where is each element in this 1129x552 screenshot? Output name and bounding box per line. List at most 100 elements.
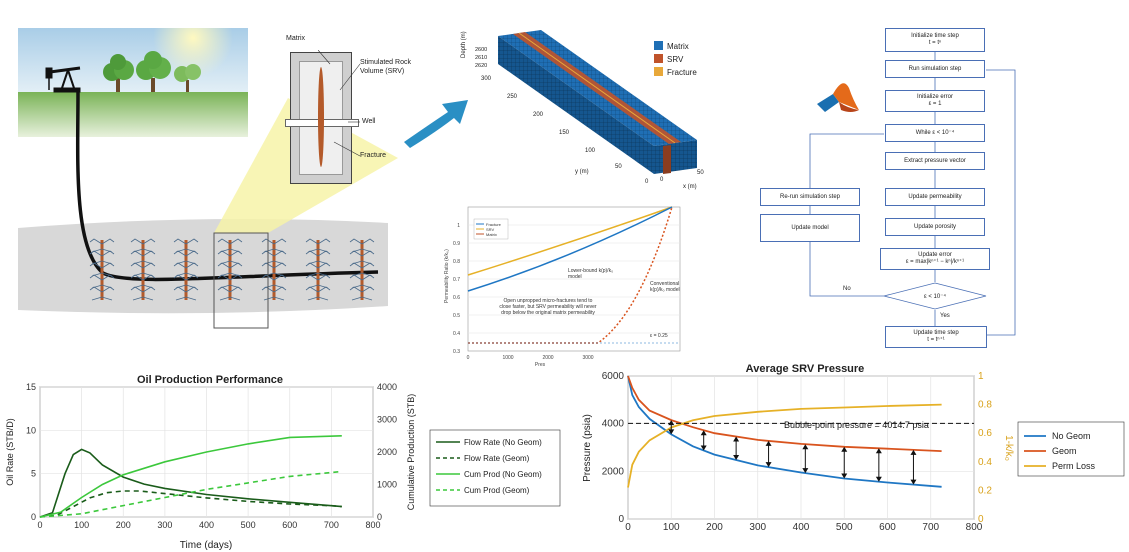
z-tick: 2600	[475, 47, 487, 53]
y2-axis-label: Cumulative Production (STB)	[406, 394, 416, 511]
flow-update-time: Update time step t = tⁿ⁺¹	[885, 326, 987, 348]
srv-legend: No Geom Geom Perm Loss	[1017, 421, 1125, 477]
svg-text:0.5: 0.5	[453, 313, 460, 319]
grid3d-panel: Depth (m) 2600 2610 2620 300 250 200 150…	[455, 18, 715, 198]
svg-text:0.7: 0.7	[453, 277, 460, 283]
x-tick-label: 200	[116, 520, 131, 530]
x-tick: 0	[660, 177, 664, 183]
oil-legend: Flow Rate (No Geom) Flow Rate (Geom) Cum…	[429, 429, 561, 507]
fracture-tree	[305, 238, 331, 301]
fracture-line	[518, 32, 676, 144]
pumpjack-icon	[45, 66, 81, 93]
x-tick-label: 600	[879, 522, 896, 533]
srv-curve	[467, 206, 673, 276]
series-line	[39, 448, 342, 518]
x-tick-label: 600	[282, 520, 297, 530]
svg-text:3000: 3000	[582, 355, 593, 361]
legend-item-fracture: Fracture	[654, 66, 697, 79]
legend-geom: Geom	[1052, 446, 1077, 456]
x-tick-label: 500	[836, 522, 853, 533]
callout-srv: Stimulated Rock Volume (SRV)	[360, 59, 411, 75]
legend-item-srv: SRV	[654, 53, 697, 66]
y-tick-label: 2000	[602, 466, 625, 477]
x-tick-label: 200	[706, 522, 723, 533]
y-axis-label: y (m)	[575, 169, 589, 175]
srv-pressure-chart: Average SRV Pressure 0 100 200 300 400 500 600…	[582, 363, 1125, 533]
legend-item-matrix: Matrix	[654, 40, 697, 53]
oil-production-chart: Oil Production Performance 0 100 200 300 400…	[5, 374, 561, 551]
y2-tick-label: 0	[978, 514, 984, 525]
flow-yes-label: Yes	[940, 313, 950, 319]
svg-text:Fracture: Fracture	[486, 222, 502, 227]
svg-text:0.6: 0.6	[453, 295, 460, 301]
x-tick-label: 300	[157, 520, 172, 530]
flow-rerun: Re-run simulation step	[760, 188, 860, 206]
y-tick: 50	[615, 164, 622, 170]
svg-text:ε < 10⁻⁴: ε < 10⁻⁴	[924, 293, 946, 300]
x-tick-label: 800	[966, 522, 983, 533]
double-arrow	[910, 449, 917, 485]
legend-perm-loss: Perm Loss	[1052, 461, 1096, 471]
grid3d-legend: Matrix SRV Fracture	[654, 40, 697, 79]
y-tick-label: 0	[618, 514, 624, 525]
double-arrow	[700, 430, 707, 451]
flow-no-label: No	[843, 286, 851, 292]
fracture-tree	[173, 238, 199, 301]
conventional-curve	[468, 206, 673, 344]
grid3d-svg: Depth (m) 2600 2610 2620 300 250 200 150…	[461, 30, 704, 190]
y-tick: 300	[481, 76, 492, 82]
reservoir-svg	[18, 0, 398, 329]
srv-side	[663, 145, 671, 174]
y2-tick-label: 0.6	[978, 428, 992, 439]
x-axis-label: Time (days)	[180, 540, 232, 551]
perm-chart: 0.3 0.4 0.5 0.6 0.7 0.8 0.9 1 0 1000 200…	[440, 203, 685, 368]
fracture-tree	[130, 238, 156, 301]
series-line	[39, 470, 342, 518]
callout-well: Well	[362, 118, 376, 125]
y-tick-label: 0	[31, 512, 36, 522]
zoom-box	[213, 232, 269, 329]
reservoir-layer	[18, 219, 388, 314]
fracture-tree	[261, 238, 287, 301]
y2-tick-label: 0.8	[978, 400, 992, 411]
double-arrow	[765, 440, 772, 468]
tree-icon	[103, 51, 201, 92]
legend-flow-nogeom: Flow Rate (No Geom)	[464, 438, 542, 447]
flow-init-time: Initialize time step t = tⁿ	[885, 28, 985, 52]
perm-xlabel: Pres	[535, 362, 546, 368]
y-tick: 250	[507, 94, 518, 100]
flow-update-model: Update model	[760, 214, 860, 242]
double-arrow	[875, 448, 882, 482]
y-tick-label: 4000	[602, 419, 625, 430]
annot-conventional: Conventional k(p)/k₀ model	[650, 281, 680, 293]
callout-fracture: Fracture	[360, 152, 387, 159]
double-arrow	[733, 436, 740, 461]
svg-text:0.4: 0.4	[453, 331, 460, 337]
flow-while: While ε < 10⁻⁴	[885, 124, 985, 142]
y2-tick-label: 0.4	[978, 457, 992, 468]
flow-extract: Extract pressure vector	[885, 152, 985, 170]
x-axis-label: x (m)	[683, 184, 697, 190]
y-tick-label: 5	[31, 469, 36, 479]
y-axis-label: Pressure (psia)	[582, 414, 593, 482]
flow-run-sim: Run simulation step	[885, 60, 985, 78]
perm-chart-svg: 0.3 0.4 0.5 0.6 0.7 0.8 0.9 1 0 1000 200…	[444, 206, 681, 368]
y-tick-label: 10	[26, 425, 36, 435]
perm-ylabel: Permeability Ratio (k/k₀)	[444, 249, 450, 303]
x-tick-label: 800	[365, 520, 380, 530]
series-line	[627, 403, 942, 488]
matlab-logo-icon	[817, 83, 859, 112]
y2-tick-label: 3000	[377, 415, 397, 425]
x-tick-label: 700	[324, 520, 339, 530]
callout-leaders	[318, 50, 361, 157]
arrow-icon	[404, 100, 468, 148]
x-tick-label: 500	[241, 520, 256, 530]
x-tick-label: 400	[793, 522, 810, 533]
svg-text:0: 0	[467, 355, 470, 361]
y2-tick-label: 0.2	[978, 485, 992, 496]
flow-update-error: Update error ε = max|kⁿ⁺¹ − kⁿ|/kⁿ⁺¹	[880, 248, 990, 270]
y2-tick-label: 4000	[377, 382, 397, 392]
z-tick: 2620	[475, 63, 487, 69]
flow-update-poro: Update porosity	[885, 218, 985, 236]
annot-lower-bound: Lower-bound k(p)/k₀ model	[568, 268, 614, 280]
